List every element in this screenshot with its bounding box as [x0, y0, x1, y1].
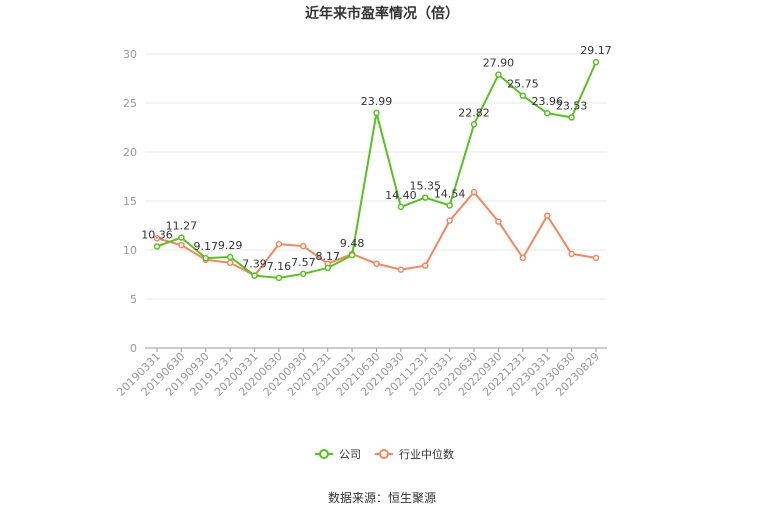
- data-point: [568, 114, 575, 121]
- data-label: 11.27: [166, 220, 198, 233]
- data-point: [373, 109, 380, 117]
- data-label: 15.35: [410, 180, 442, 193]
- data-point: [226, 259, 234, 266]
- data-label: 23.53: [556, 99, 588, 112]
- data-point: [422, 194, 429, 201]
- legend-swatch-marker: [379, 449, 389, 459]
- data-point: [324, 264, 331, 272]
- y-axis: 0 5 10 15 20 25 30: [123, 48, 137, 355]
- data-point: [495, 218, 502, 225]
- y-tick-label: 30: [123, 48, 137, 61]
- data-point: [300, 242, 307, 250]
- data-point: [519, 92, 527, 99]
- data-point: [153, 234, 161, 242]
- chart-title: 近年来市盈率情况（倍）: [305, 5, 459, 22]
- data-point: [178, 241, 185, 249]
- y-tick-label: 25: [123, 97, 137, 110]
- data-point: [153, 243, 161, 250]
- legend-item-1[interactable]: 行业中位数: [375, 447, 454, 461]
- data-label: 7.16: [267, 260, 292, 273]
- x-axis: 2019033120190630201909302019123120200331…: [114, 348, 602, 399]
- y-tick-label: 20: [123, 146, 137, 159]
- data-point: [422, 262, 429, 269]
- data-point: [178, 234, 185, 241]
- legend-item-0[interactable]: 公司: [315, 448, 361, 461]
- data-label: 8.17: [315, 250, 340, 263]
- data-point: [397, 266, 405, 273]
- data-point: [373, 260, 380, 267]
- legend-label: 行业中位数: [399, 447, 454, 461]
- data-point: [300, 270, 307, 278]
- legend[interactable]: 公司 行业中位数: [315, 447, 454, 461]
- data-point: [592, 58, 600, 66]
- data-source: 数据来源：恒生聚源: [328, 490, 436, 505]
- data-label: 9.29: [218, 239, 243, 252]
- data-label: 27.90: [483, 57, 515, 70]
- data-point: [275, 240, 283, 248]
- data-point: [470, 188, 478, 196]
- data-point: [226, 253, 234, 261]
- data-point: [519, 254, 527, 262]
- data-label: 7.57: [291, 256, 316, 269]
- data-label: 29.17: [580, 44, 612, 57]
- y-tick-label: 0: [130, 342, 137, 355]
- data-label: 25.75: [507, 78, 539, 91]
- data-point: [275, 274, 283, 282]
- y-tick-label: 5: [130, 293, 137, 306]
- data-label: 14.54: [434, 188, 466, 201]
- data-point: [568, 250, 575, 258]
- data-point: [592, 254, 600, 262]
- data-point: [543, 212, 551, 219]
- data-point: [446, 217, 453, 224]
- data-label: 23.99: [361, 95, 393, 108]
- data-point: [446, 202, 453, 209]
- data-point: [348, 251, 356, 259]
- data-label: 10.36: [141, 228, 173, 241]
- data-point: [251, 272, 258, 279]
- data-label: 7.39: [242, 258, 267, 271]
- data-label: 22.82: [458, 106, 490, 119]
- legend-swatch-marker: [319, 449, 329, 459]
- legend-label: 公司: [339, 448, 361, 461]
- series-layer: [153, 58, 600, 282]
- data-label: 9.48: [340, 237, 365, 250]
- data-point: [397, 203, 405, 211]
- data-point: [495, 71, 502, 78]
- data-label: 14.40: [385, 189, 417, 202]
- y-tick-label: 10: [123, 244, 137, 257]
- data-label: 9.17: [194, 240, 219, 253]
- grid-lines: [145, 53, 607, 349]
- data-label: 23.96: [531, 95, 563, 108]
- data-point: [470, 121, 478, 128]
- y-tick-label: 15: [123, 195, 137, 208]
- data-point: [543, 109, 551, 117]
- data-point: [202, 254, 210, 262]
